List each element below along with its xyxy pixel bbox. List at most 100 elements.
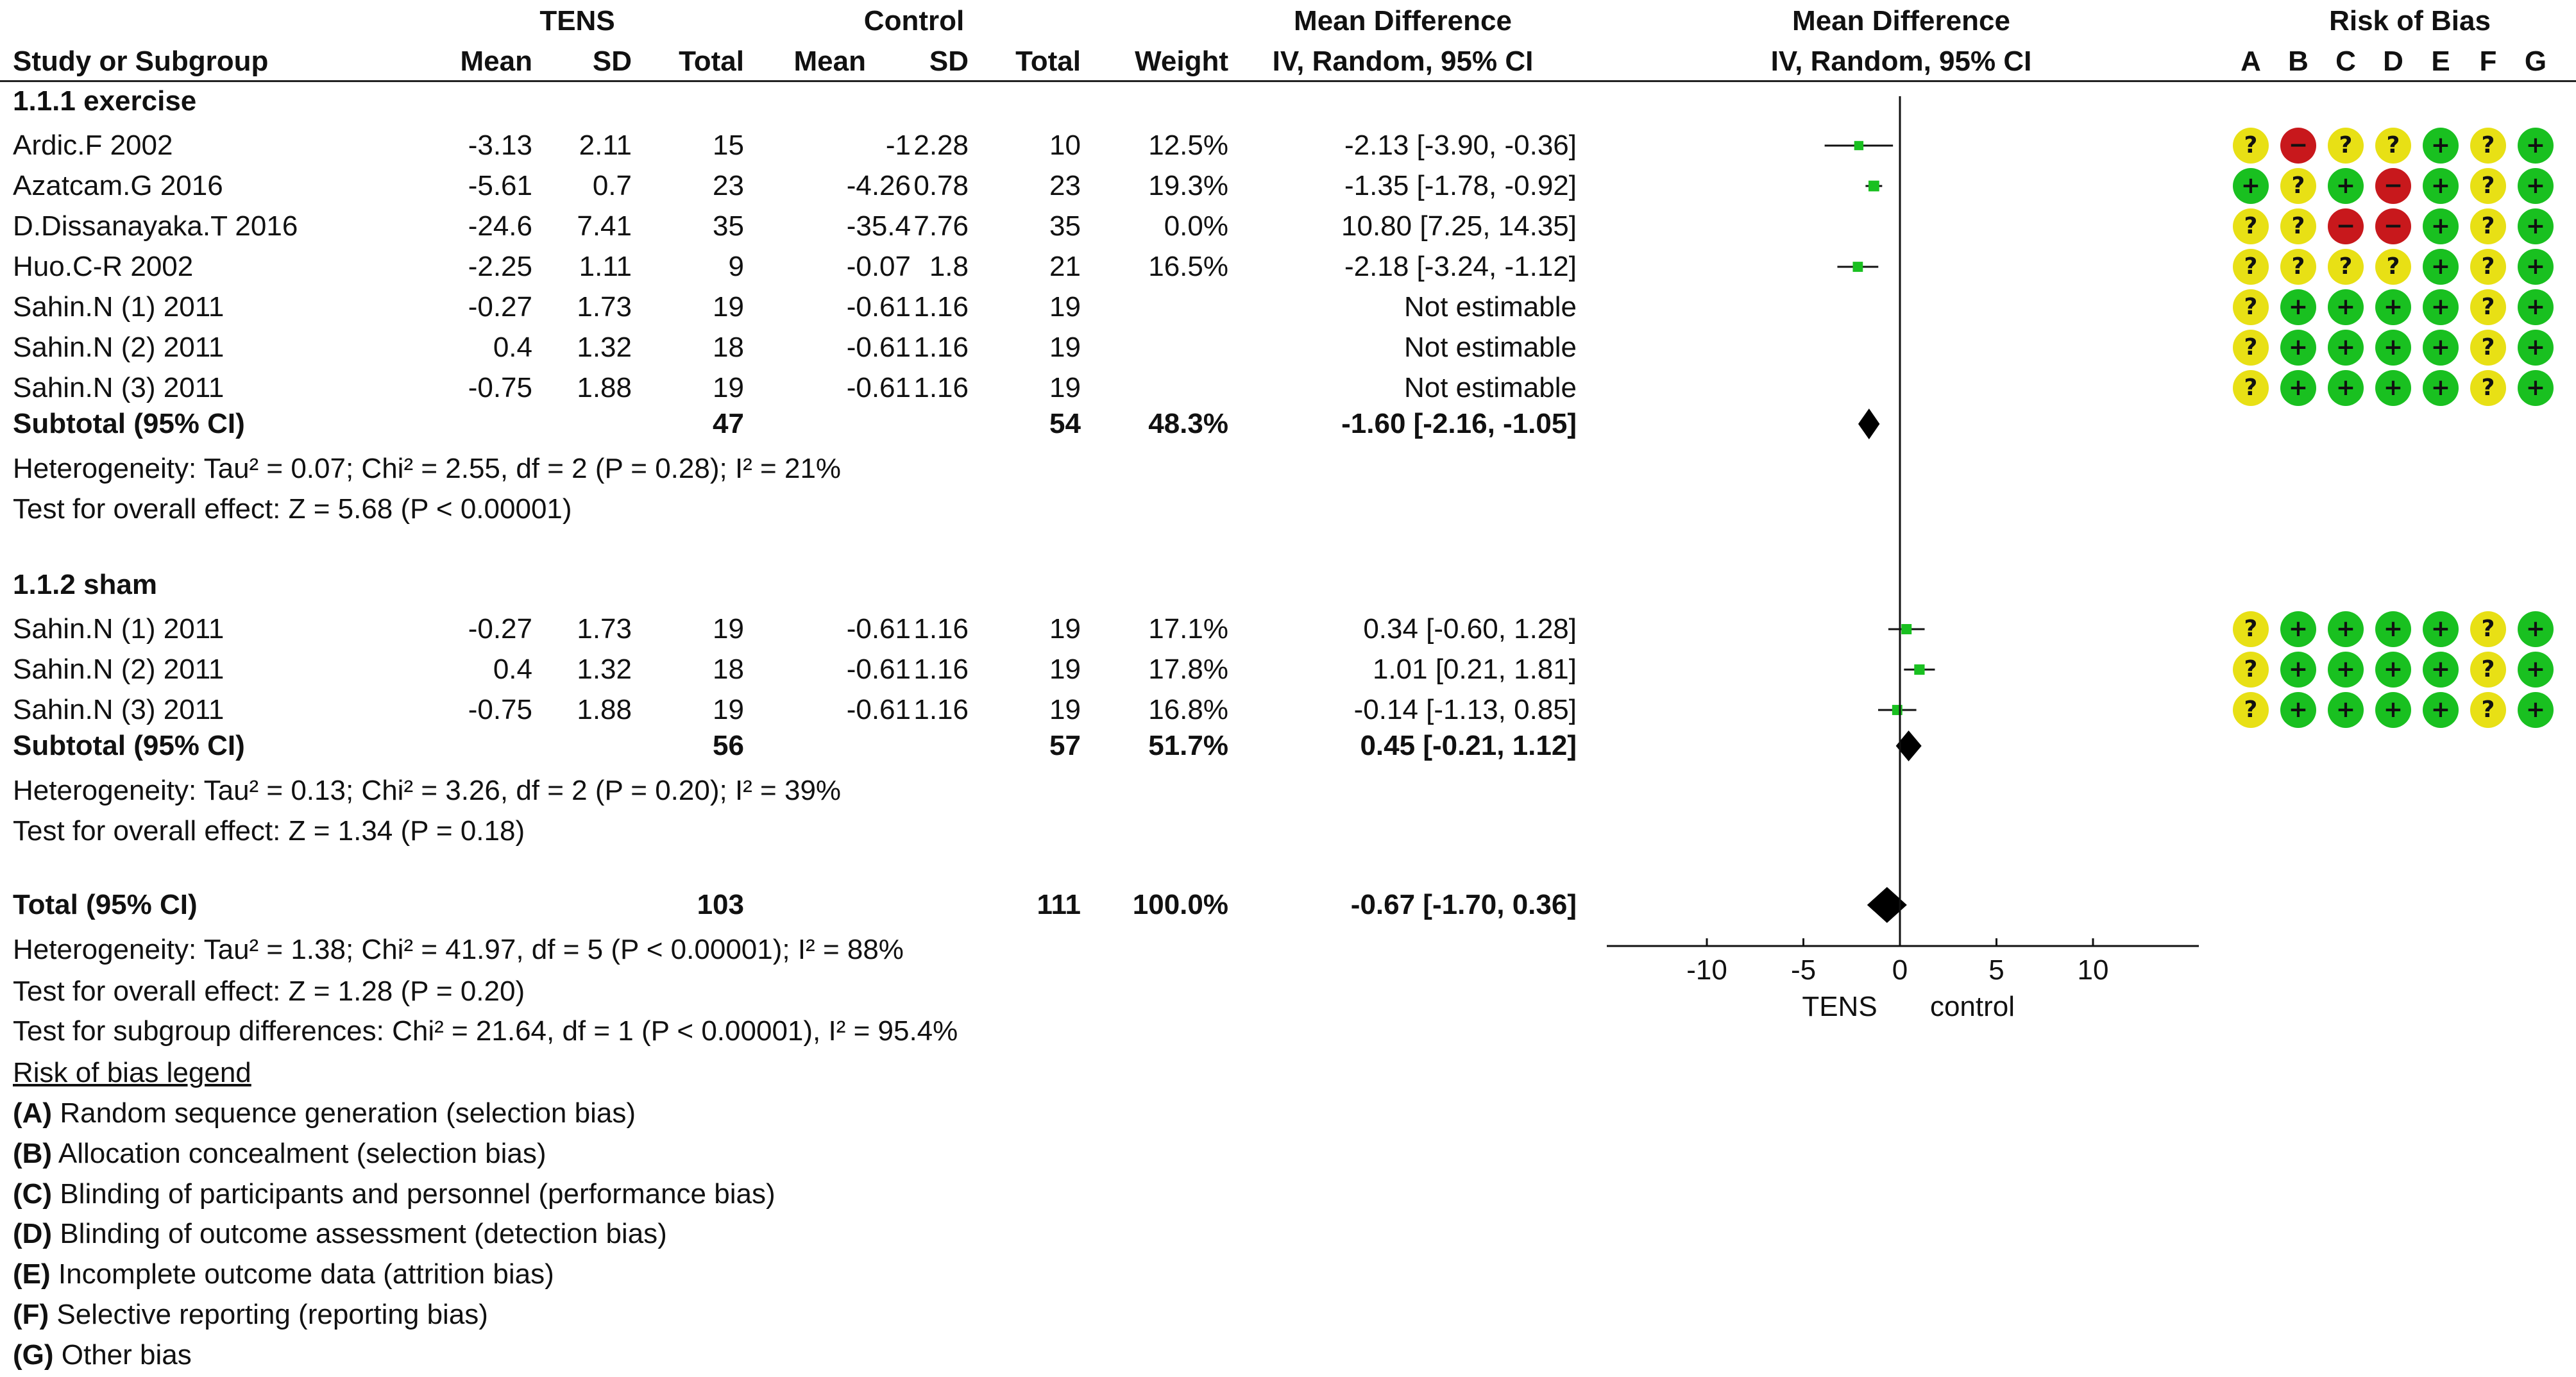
rob-D-low: + <box>2375 611 2411 647</box>
rob-C-low: + <box>2328 692 2364 728</box>
rob-B-low: + <box>2280 370 2316 406</box>
subtotal-control-total: 54 <box>1049 408 1081 439</box>
subgroup-differences: Test for subgroup differences: Chi² = 21… <box>13 1015 958 1047</box>
study-marker <box>1914 664 1925 675</box>
rob-F-unclear: ? <box>2470 330 2506 366</box>
tens-sd: 1.32 <box>577 332 632 363</box>
subgroup-title: 1.1.1 exercise <box>13 85 197 117</box>
mean-difference-ci: 10.80 [7.25, 14.35] <box>1341 210 1577 242</box>
weight: 17.1% <box>1148 613 1228 645</box>
rob-F-unclear: ? <box>2470 128 2506 164</box>
rob-C-unclear: ? <box>2328 249 2364 285</box>
tens-sd: 1.88 <box>577 694 632 725</box>
header-tens: TENS <box>539 5 615 37</box>
control-sd: 1.16 <box>913 613 969 645</box>
x-tick-label: 10 <box>2078 954 2109 986</box>
rob-D-low: + <box>2375 692 2411 728</box>
rob-A-unclear: ? <box>2233 249 2269 285</box>
control-sd: 1.16 <box>913 694 969 725</box>
rob-C-low: + <box>2328 168 2364 204</box>
rob-D-unclear: ? <box>2375 128 2411 164</box>
legend-key: (E) <box>13 1258 51 1290</box>
rob-E-low: + <box>2423 208 2459 244</box>
header-mean-control: Mean <box>793 46 866 77</box>
study-marker <box>1868 180 1879 192</box>
rob-B-low: + <box>2280 611 2316 647</box>
control-mean: -0.07 <box>846 251 911 282</box>
study-name: Azatcam.G 2016 <box>13 170 223 201</box>
weight: 19.3% <box>1148 170 1228 201</box>
rob-G-low: + <box>2518 652 2554 688</box>
tens-mean: -0.75 <box>468 372 532 403</box>
tens-total: 19 <box>713 291 744 323</box>
rob-legend-item: (D) Blinding of outcome assessment (dete… <box>13 1220 667 1248</box>
study-name: Sahin.N (2) 2011 <box>13 332 225 363</box>
rob-F-unclear: ? <box>2470 208 2506 244</box>
rob-legend-item: (F) Selective reporting (reporting bias) <box>13 1301 488 1329</box>
control-sd: 1.16 <box>913 654 969 685</box>
tens-sd: 7.41 <box>577 210 632 242</box>
rob-E-low: + <box>2423 611 2459 647</box>
plot-title: Mean Difference <box>1792 5 2010 37</box>
legend-key: (B) <box>13 1137 53 1169</box>
tens-total: 23 <box>713 170 744 201</box>
rob-B-high: − <box>2280 128 2316 164</box>
control-total: 10 <box>1049 130 1081 161</box>
rob-G-low: + <box>2518 611 2554 647</box>
rob-legend-item: (A) Random sequence generation (selectio… <box>13 1099 636 1128</box>
subtotal-diamond <box>1858 409 1880 439</box>
rob-D-high: − <box>2375 168 2411 204</box>
tens-mean: -0.27 <box>468 291 532 323</box>
x-tick-label: -5 <box>1791 954 1816 986</box>
rob-letter-E: E <box>2431 46 2450 77</box>
total-overall-effect: Test for overall effect: Z = 1.28 (P = 0… <box>13 976 525 1007</box>
weight: 16.5% <box>1148 251 1228 282</box>
legend-text: Blinding of participants and personnel (… <box>52 1178 775 1210</box>
rob-legend-title: Risk of bias legend <box>13 1057 251 1088</box>
control-sd: 1.16 <box>913 372 969 403</box>
tens-sd: 1.73 <box>577 291 632 323</box>
rob-C-low: + <box>2328 652 2364 688</box>
tens-total: 35 <box>713 210 744 242</box>
legend-text: Incomplete outcome data (attrition bias) <box>50 1258 554 1290</box>
tens-sd: 0.7 <box>592 170 632 201</box>
study-name: D.Dissanayaka.T 2016 <box>13 210 298 242</box>
rob-F-unclear: ? <box>2470 289 2506 325</box>
header-sd-tens: SD <box>592 46 632 77</box>
control-mean: -1 <box>885 130 911 161</box>
total-tens: 103 <box>697 889 744 920</box>
rob-letter-F: F <box>2479 46 2497 77</box>
rob-A-unclear: ? <box>2233 611 2269 647</box>
legend-key: (F) <box>13 1299 49 1330</box>
control-total: 19 <box>1049 654 1081 685</box>
tens-sd: 1.11 <box>579 251 632 282</box>
header-study: Study or Subgroup <box>13 46 269 77</box>
rob-A-unclear: ? <box>2233 128 2269 164</box>
rob-B-low: + <box>2280 289 2316 325</box>
total-diamond <box>1867 887 1907 923</box>
tens-mean: -2.25 <box>468 251 532 282</box>
rob-E-low: + <box>2423 249 2459 285</box>
tens-mean: -24.6 <box>468 210 532 242</box>
tens-mean: -0.75 <box>468 694 532 725</box>
rob-legend-item: (B) Allocation concealment (selection bi… <box>13 1137 547 1169</box>
subtotal-control-total: 57 <box>1049 730 1081 761</box>
rob-letter-G: G <box>2524 46 2547 77</box>
header-weight: Weight <box>1135 46 1228 77</box>
header-md-subtitle: IV, Random, 95% CI <box>1272 46 1534 77</box>
x-tick-label: -10 <box>1686 954 1727 986</box>
rob-E-low: + <box>2423 289 2459 325</box>
total-weight: 100.0% <box>1132 889 1228 920</box>
control-sd: 0.78 <box>913 170 969 201</box>
control-total: 35 <box>1049 210 1081 242</box>
rob-letter-C: C <box>2335 46 2356 77</box>
x-tick-label: 0 <box>1892 954 1908 986</box>
subtotal-weight: 48.3% <box>1148 408 1228 439</box>
subtotal-weight: 51.7% <box>1148 730 1228 761</box>
tens-total: 19 <box>713 372 744 403</box>
study-marker <box>1852 262 1863 272</box>
total-heterogeneity: Heterogeneity: Tau² = 1.38; Chi² = 41.97… <box>13 934 904 965</box>
study-name: Sahin.N (2) 2011 <box>13 654 225 685</box>
control-total: 19 <box>1049 613 1081 645</box>
